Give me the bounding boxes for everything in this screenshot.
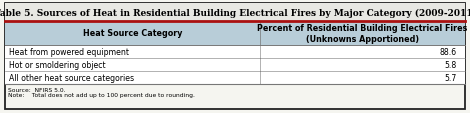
Text: Hot or smoldering object: Hot or smoldering object (9, 60, 106, 69)
Bar (5, 71, 465, 84)
Text: Table 5. Sources of Heat in Residential Building Electrical Fires by Major Categ: Table 5. Sources of Heat in Residential … (0, 8, 470, 17)
Text: All other heat source categories: All other heat source categories (9, 73, 134, 82)
Text: Note:    Total does not add up to 100 percent due to rounding.: Note: Total does not add up to 100 perce… (8, 93, 195, 98)
Text: Heat Source Category: Heat Source Category (83, 29, 182, 38)
Text: Heat from powered equipment: Heat from powered equipment (9, 48, 129, 56)
Text: Source:  NFIRS 5.0.: Source: NFIRS 5.0. (8, 87, 65, 92)
Text: 5.7: 5.7 (445, 73, 457, 82)
Text: 88.6: 88.6 (440, 48, 457, 56)
Bar (5, 46, 465, 59)
Bar (5, 4, 465, 22)
Text: Percent of Residential Building Electrical Fires
(Unknowns Apportioned): Percent of Residential Building Electric… (258, 24, 468, 43)
Text: 5.8: 5.8 (445, 60, 457, 69)
Bar (5, 22, 465, 46)
Bar (5, 59, 465, 71)
